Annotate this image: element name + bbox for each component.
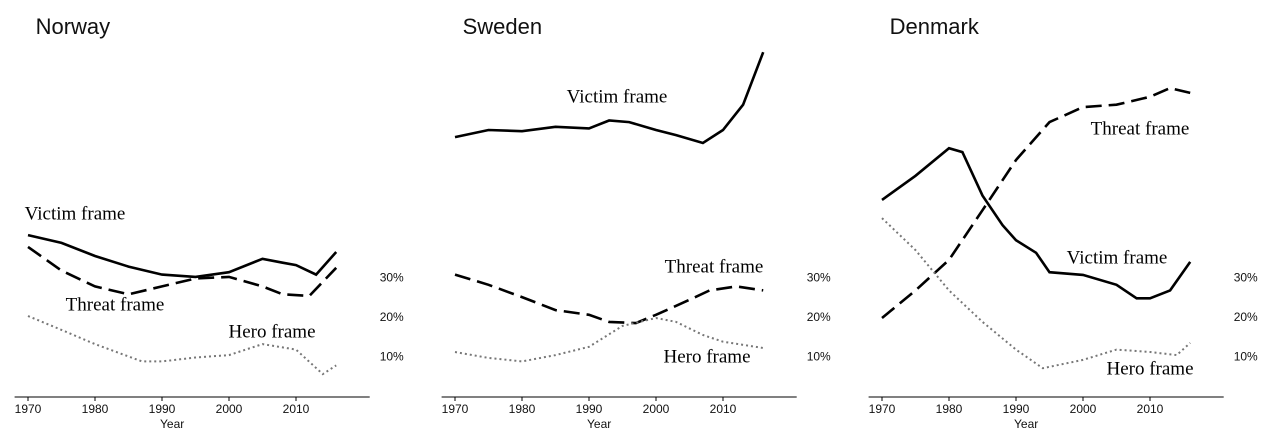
x-tick-label: 1970 bbox=[442, 402, 469, 416]
series-line bbox=[454, 51, 765, 145]
series-label: Hero frame bbox=[663, 346, 750, 367]
series-label: Threat frame bbox=[665, 256, 764, 277]
x-tick-label: 1990 bbox=[576, 402, 603, 416]
x-tick-label: 1980 bbox=[936, 402, 963, 416]
x-tick-label: 2000 bbox=[643, 402, 670, 416]
panel-title: Denmark bbox=[890, 14, 980, 39]
series-line bbox=[454, 273, 764, 325]
series-label: Hero frame bbox=[228, 321, 315, 342]
series-line bbox=[881, 146, 1192, 300]
x-tick-label: 2010 bbox=[283, 402, 310, 416]
x-tick-label: 1980 bbox=[509, 402, 536, 416]
x-axis-label: Year bbox=[587, 417, 611, 431]
panel-title: Norway bbox=[36, 14, 111, 39]
y-tick-label: 20% bbox=[380, 310, 404, 324]
series-line bbox=[27, 315, 337, 376]
series-label: Threat frame bbox=[66, 294, 165, 315]
x-tick-label: 2010 bbox=[1137, 402, 1164, 416]
y-tick-label: 20% bbox=[1234, 310, 1258, 324]
x-tick-label: 2000 bbox=[216, 402, 243, 416]
y-tick-label: 30% bbox=[1234, 271, 1258, 285]
x-tick-label: 1970 bbox=[869, 402, 896, 416]
series-line bbox=[881, 86, 1191, 320]
series-label: Victim frame bbox=[1067, 247, 1168, 268]
series-line bbox=[881, 217, 1191, 370]
x-tick-label: 1990 bbox=[149, 402, 176, 416]
x-tick-label: 1990 bbox=[1003, 402, 1030, 416]
x-tick-label: 2010 bbox=[710, 402, 737, 416]
y-tick-label: 20% bbox=[807, 310, 831, 324]
series-line bbox=[27, 233, 338, 279]
series-label: Victim frame bbox=[567, 86, 668, 107]
x-tick-label: 1980 bbox=[82, 402, 109, 416]
y-tick-label: 10% bbox=[1234, 350, 1258, 364]
series-label: Victim frame bbox=[25, 203, 126, 224]
y-tick-label: 10% bbox=[380, 350, 404, 364]
panel-title: Sweden bbox=[463, 14, 543, 39]
series-line bbox=[454, 316, 764, 363]
series-line bbox=[27, 245, 338, 298]
series-label: Hero frame bbox=[1106, 358, 1193, 379]
x-axis-label: Year bbox=[160, 417, 184, 431]
x-tick-label: 2000 bbox=[1070, 402, 1097, 416]
x-tick-label: 1970 bbox=[15, 402, 42, 416]
y-tick-label: 30% bbox=[807, 271, 831, 285]
x-axis-label: Year bbox=[1014, 417, 1038, 431]
series-label: Threat frame bbox=[1091, 118, 1190, 139]
y-tick-label: 30% bbox=[380, 271, 404, 285]
y-tick-label: 10% bbox=[807, 350, 831, 364]
